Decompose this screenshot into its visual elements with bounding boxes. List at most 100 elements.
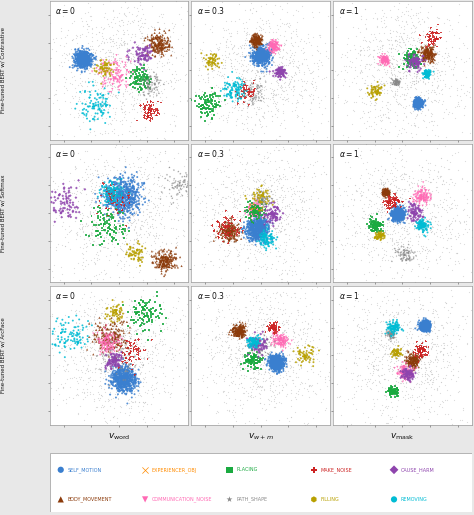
- Point: [132, 319, 140, 327]
- Point: [250, 43, 257, 51]
- Point: [411, 342, 419, 350]
- Point: [121, 185, 129, 194]
- Point: [380, 54, 388, 62]
- Point: [78, 54, 86, 62]
- Point: [394, 78, 402, 87]
- Point: [230, 177, 237, 185]
- Point: [151, 81, 159, 89]
- Point: [225, 248, 232, 256]
- Point: [213, 62, 221, 71]
- Point: [243, 31, 250, 39]
- Point: [30, 369, 38, 377]
- Point: [58, 321, 65, 330]
- Point: [343, 239, 351, 248]
- Point: [390, 323, 397, 332]
- Point: [109, 312, 116, 320]
- Point: [102, 332, 109, 340]
- Point: [84, 104, 91, 112]
- Point: [73, 374, 80, 382]
- Point: [123, 337, 130, 346]
- Point: [107, 346, 115, 354]
- Point: [90, 81, 97, 90]
- Point: [364, 234, 371, 243]
- Point: [355, 297, 362, 305]
- Point: [62, 365, 70, 373]
- Point: [264, 52, 272, 60]
- Point: [258, 233, 266, 242]
- Point: [137, 256, 145, 264]
- Point: [388, 211, 395, 219]
- Point: [227, 227, 235, 235]
- Point: [399, 368, 407, 376]
- Point: [386, 316, 394, 324]
- Point: [412, 210, 419, 218]
- Point: [249, 353, 257, 362]
- Point: [277, 204, 284, 213]
- Point: [99, 65, 106, 74]
- Point: [371, 227, 378, 235]
- Point: [133, 345, 141, 353]
- Point: [114, 384, 122, 392]
- Point: [253, 38, 261, 46]
- Point: [209, 88, 217, 96]
- Point: [422, 323, 429, 331]
- Point: [55, 335, 62, 343]
- Point: [250, 229, 258, 237]
- Point: [74, 109, 82, 117]
- Point: [419, 182, 427, 190]
- Point: [421, 46, 428, 55]
- Point: [252, 340, 260, 349]
- Point: [128, 71, 136, 79]
- Point: [300, 241, 307, 249]
- Point: [277, 42, 285, 50]
- Point: [418, 322, 426, 331]
- Point: [212, 50, 220, 59]
- Point: [420, 322, 428, 331]
- Point: [217, 168, 225, 177]
- Point: [259, 198, 266, 206]
- Point: [150, 46, 158, 54]
- Point: [350, 74, 357, 82]
- Point: [383, 356, 391, 365]
- Point: [428, 45, 436, 53]
- Point: [392, 351, 399, 359]
- Point: [84, 22, 91, 30]
- Point: [374, 220, 382, 229]
- Point: [108, 303, 116, 311]
- Point: [378, 329, 386, 337]
- Point: [131, 124, 139, 132]
- Point: [361, 308, 369, 317]
- Point: [442, 371, 449, 379]
- Point: [413, 98, 421, 106]
- Point: [271, 359, 278, 367]
- Point: [70, 56, 78, 64]
- Point: [249, 198, 256, 207]
- Point: [260, 335, 267, 343]
- Point: [114, 76, 122, 84]
- Point: [243, 308, 250, 317]
- Point: [101, 119, 109, 127]
- Point: [416, 97, 424, 105]
- Point: [236, 251, 243, 260]
- Point: [221, 244, 228, 252]
- Point: [215, 348, 223, 356]
- Point: [107, 301, 115, 309]
- Point: [125, 199, 132, 207]
- Point: [110, 195, 118, 203]
- Point: [420, 320, 428, 328]
- Point: [271, 356, 279, 364]
- Point: [392, 248, 399, 256]
- Point: [148, 41, 155, 49]
- Point: [276, 361, 284, 369]
- Point: [149, 46, 157, 55]
- Point: [382, 325, 390, 333]
- Point: [149, 238, 157, 247]
- Point: [249, 52, 256, 60]
- Point: [181, 173, 188, 181]
- Point: [260, 210, 267, 218]
- Point: [213, 62, 221, 71]
- Point: [104, 197, 112, 205]
- Point: [406, 53, 414, 61]
- Point: [123, 329, 131, 337]
- Point: [112, 330, 119, 338]
